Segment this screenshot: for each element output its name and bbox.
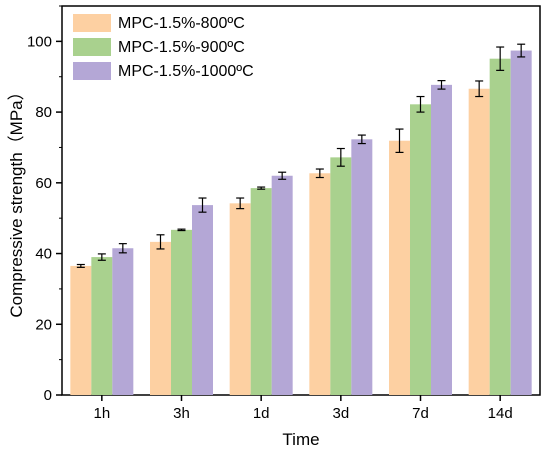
y-tick-label: 100 [27,33,52,50]
y-tick-label: 80 [35,104,52,121]
bar [70,265,92,395]
bar [91,257,113,395]
x-tick-label: 3d [332,405,349,422]
y-axis-title: Compressive strength（MPa） [7,83,26,317]
legend-label: MPC-1.5%-1000ºC [118,63,254,80]
y-tick-label: 20 [35,316,52,333]
bar [389,140,410,395]
legend-swatch [73,62,111,80]
legend-label: MPC-1.5%-900ºC [118,39,245,56]
bar [112,248,134,395]
bar [171,229,192,395]
legend-label: MPC-1.5%-800ºC [118,15,245,32]
y-tick-label: 60 [35,175,52,192]
bar [250,188,272,395]
bar [431,84,452,396]
bar [410,104,431,395]
bar [309,173,331,395]
bar [271,175,293,395]
x-axis-title: Time [282,430,319,449]
bar [468,88,490,395]
y-tick-label: 40 [35,246,52,263]
bar [489,58,511,395]
x-tick-label: 7d [412,405,429,422]
bar [229,203,251,395]
bars [70,43,532,396]
bar [510,50,532,396]
axes: 0 20 40 60 80 100 1h 3h 1d 3d 7d 14d [27,5,541,422]
bar [150,241,171,395]
x-tick-label: 1d [253,405,270,422]
legend-swatch [73,38,111,56]
legend-swatch [73,14,111,32]
x-tick-label: 1h [93,405,110,422]
x-tick-label: 14d [488,405,513,422]
plot-frame [61,5,541,396]
bar [192,205,213,395]
legend: MPC-1.5%-800ºC MPC-1.5%-900ºC MPC-1.5%-100… [73,14,254,80]
bar [330,157,352,395]
x-tick-label: 3h [173,405,190,422]
y-tick-label: 0 [44,387,52,404]
bar [351,139,373,395]
